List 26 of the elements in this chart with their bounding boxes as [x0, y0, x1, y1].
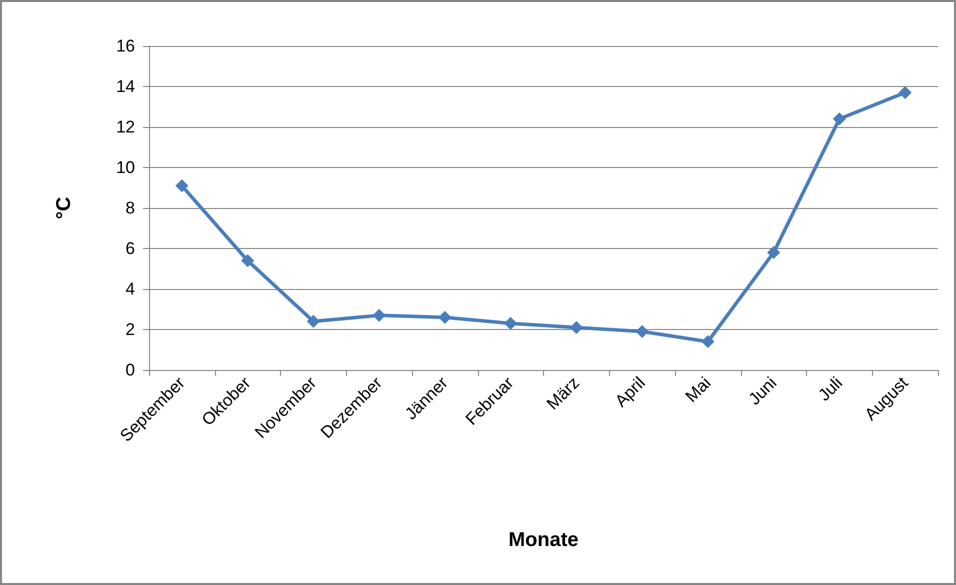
point — [241, 254, 254, 268]
point — [636, 325, 649, 338]
y-tick-label: 10 — [116, 158, 135, 177]
point — [504, 316, 518, 330]
point — [438, 310, 452, 324]
x-axis-title: Monate — [508, 529, 578, 551]
x-tick-label: Juli — [814, 373, 846, 405]
y-tick-label: 12 — [116, 118, 135, 136]
point — [701, 335, 714, 348]
y-tick-label: 8 — [126, 198, 135, 218]
point — [175, 179, 188, 192]
x-tick-label: Mai — [682, 373, 715, 406]
point — [306, 314, 320, 328]
y-axis-title: °C — [53, 196, 75, 220]
y-tick-label: 16 — [116, 36, 135, 56]
y-tick-label: 2 — [126, 320, 135, 339]
x-tick-label: Juni — [744, 373, 780, 409]
point — [372, 308, 386, 322]
y-tick-label: 14 — [116, 77, 135, 96]
point — [767, 246, 780, 260]
point — [898, 86, 912, 100]
y-tick-label: 4 — [126, 280, 135, 298]
y-tick-label: 6 — [126, 239, 135, 258]
y-tick-label: 0 — [126, 360, 135, 380]
point — [570, 320, 583, 334]
point — [832, 112, 846, 126]
